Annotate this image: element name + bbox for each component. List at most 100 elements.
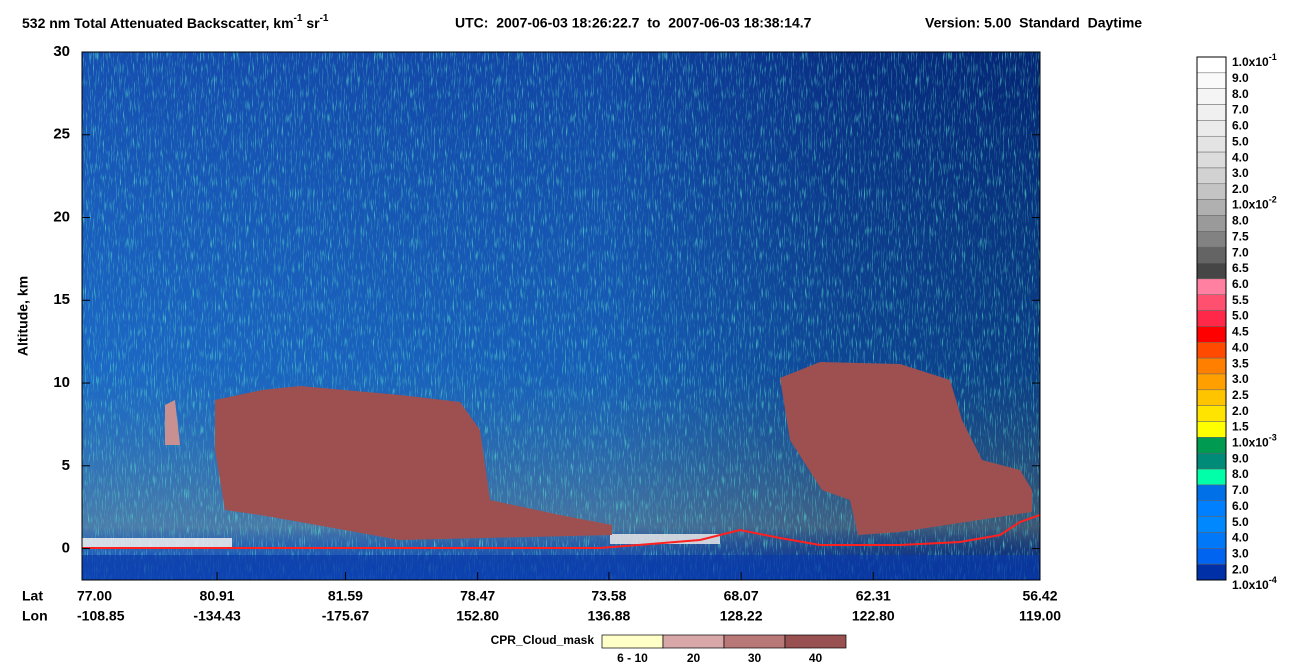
y-tick-label: 5	[62, 457, 70, 474]
colorbar-label: 5.5	[1232, 293, 1249, 307]
colorbar-swatch	[1196, 421, 1227, 438]
colorbar-swatch	[1196, 88, 1227, 105]
colorbar-swatch	[1196, 151, 1227, 169]
colorbar-swatch	[1196, 357, 1227, 375]
colorbar-label: 2.5	[1232, 388, 1249, 402]
colorbar-swatch	[1196, 246, 1227, 264]
colorbar-swatch	[1196, 56, 1227, 74]
cloud-mask-swatch	[601, 634, 664, 649]
lon-label: 119.00	[1019, 608, 1061, 624]
lat-label: 73.58	[591, 588, 626, 604]
title-utc: UTC: 2007-06-03 18:26:22.7 to 2007-06-03…	[455, 15, 812, 31]
lon-label: 128.22	[720, 608, 763, 624]
colorbar-label: 4.0	[1232, 150, 1249, 164]
colorbar-swatch	[1196, 278, 1227, 295]
colorbar-swatch	[1196, 167, 1227, 185]
colorbar-swatch	[1196, 104, 1227, 121]
colorbar-label: 1.5	[1232, 420, 1249, 434]
y-tick-label: 10	[53, 374, 70, 391]
lon-label: 122.80	[852, 608, 895, 624]
colorbar-label: 4.5	[1232, 325, 1249, 339]
plot-frame	[81, 51, 1041, 581]
colorbar-swatch	[1196, 516, 1227, 533]
colorbar-label: 7.5	[1232, 230, 1249, 244]
colorbar-swatch	[1196, 532, 1227, 549]
colorbar-label-base: 1.0x10	[1232, 578, 1269, 592]
cloud-mask-label: CPR_Cloud_mask	[491, 633, 595, 647]
cloud-mask-category: 30	[748, 651, 762, 665]
colorbar-swatch	[1196, 548, 1227, 565]
colorbar-label: 6.5	[1232, 261, 1249, 275]
x-row-label: Lon	[22, 608, 48, 624]
colorbar-label: 8.0	[1232, 467, 1249, 481]
colorbar-label: 7.0	[1232, 103, 1249, 117]
colorbar-label: 3.0	[1232, 166, 1249, 180]
colorbar-label-base: 1.0x10	[1232, 436, 1269, 450]
colorbar-label-exp: -2	[1269, 195, 1277, 205]
colorbar-swatch	[1196, 452, 1227, 470]
y-tick-label: 0	[62, 540, 70, 557]
cloud-mask-swatch	[723, 634, 786, 649]
cloud-mask-category: 6 - 10	[617, 651, 648, 665]
colorbar-label: 3.5	[1232, 356, 1249, 370]
colorbar-label: 9.0	[1232, 451, 1249, 465]
colorbar-label: 1.0x10-1	[1232, 52, 1277, 69]
colorbar-label: 2.0	[1232, 562, 1249, 576]
colorbar-swatch	[1196, 484, 1227, 502]
lon-label: 136.88	[587, 608, 630, 624]
y-axis-label: Altitude, km	[15, 276, 31, 356]
title-version: Version: 5.00 Standard Daytime	[925, 15, 1142, 31]
colorbar-swatch	[1196, 405, 1227, 422]
colorbar-label: 5.0	[1232, 134, 1249, 148]
colorbar-swatch	[1196, 294, 1227, 311]
title-exp: -1	[294, 13, 303, 24]
lat-label: 68.07	[724, 588, 759, 604]
colorbar-label-exp: -1	[1269, 52, 1277, 62]
colorbar-swatch	[1196, 468, 1227, 486]
colorbar-label-base: 1.0x10	[1232, 55, 1269, 69]
y-tick-label: 15	[53, 291, 70, 308]
x-row-label: Lat	[22, 588, 43, 604]
colorbar-swatch	[1196, 373, 1227, 391]
colorbar-label-base: 1.0x10	[1232, 198, 1269, 212]
lat-label: 78.47	[460, 588, 495, 604]
lat-label: 62.31	[856, 588, 891, 604]
colorbar-label: 8.0	[1232, 87, 1249, 101]
colorbar-swatch	[1196, 326, 1227, 343]
colorbar-label: 8.0	[1232, 214, 1249, 228]
colorbar-label: 6.0	[1232, 277, 1249, 291]
colorbar-label: 9.0	[1232, 71, 1249, 85]
colorbar-label: 4.0	[1232, 340, 1249, 354]
colorbar-swatch	[1196, 231, 1227, 248]
colorbar-swatch	[1196, 389, 1227, 406]
title-text: 532 nm Total Attenuated Backscatter, km	[22, 15, 294, 31]
colorbar-label: 6.0	[1232, 499, 1249, 513]
colorbar-label: 5.0	[1232, 515, 1249, 529]
colorbar-label: 5.0	[1232, 309, 1249, 323]
lon-label: -108.85	[77, 608, 125, 624]
lat-label: 56.42	[1022, 588, 1057, 604]
chart-title: 532 nm Total Attenuated Backscatter, km-…	[22, 13, 329, 31]
lat-label: 80.91	[200, 588, 235, 604]
lon-label: 152.80	[456, 608, 499, 624]
colorbar-swatch	[1196, 215, 1227, 232]
lon-label: -175.67	[322, 608, 370, 624]
colorbar-label-exp: -4	[1269, 575, 1277, 585]
colorbar-swatch	[1196, 72, 1227, 89]
y-tick-label: 25	[53, 126, 70, 143]
cloud-mask-swatch	[662, 634, 725, 649]
colorbar-label: 1.0x10-2	[1232, 195, 1277, 212]
colorbar-swatch	[1196, 135, 1227, 153]
colorbar-swatch	[1196, 183, 1227, 200]
cloud-mask-legend: CPR_Cloud_mask 6 - 10 20 30 40	[491, 633, 847, 665]
colorbar-swatch	[1196, 500, 1227, 517]
y-tick-label: 30	[53, 43, 70, 60]
colorbar-label: 3.0	[1232, 546, 1249, 560]
lat-label: 77.00	[77, 588, 112, 604]
lon-label: -134.43	[193, 608, 241, 624]
colorbar-label: 1.0x10-3	[1232, 433, 1277, 450]
backscatter-image	[82, 52, 1040, 580]
colorbar-swatch	[1196, 262, 1227, 280]
colorbar-label: 2.0	[1232, 182, 1249, 196]
